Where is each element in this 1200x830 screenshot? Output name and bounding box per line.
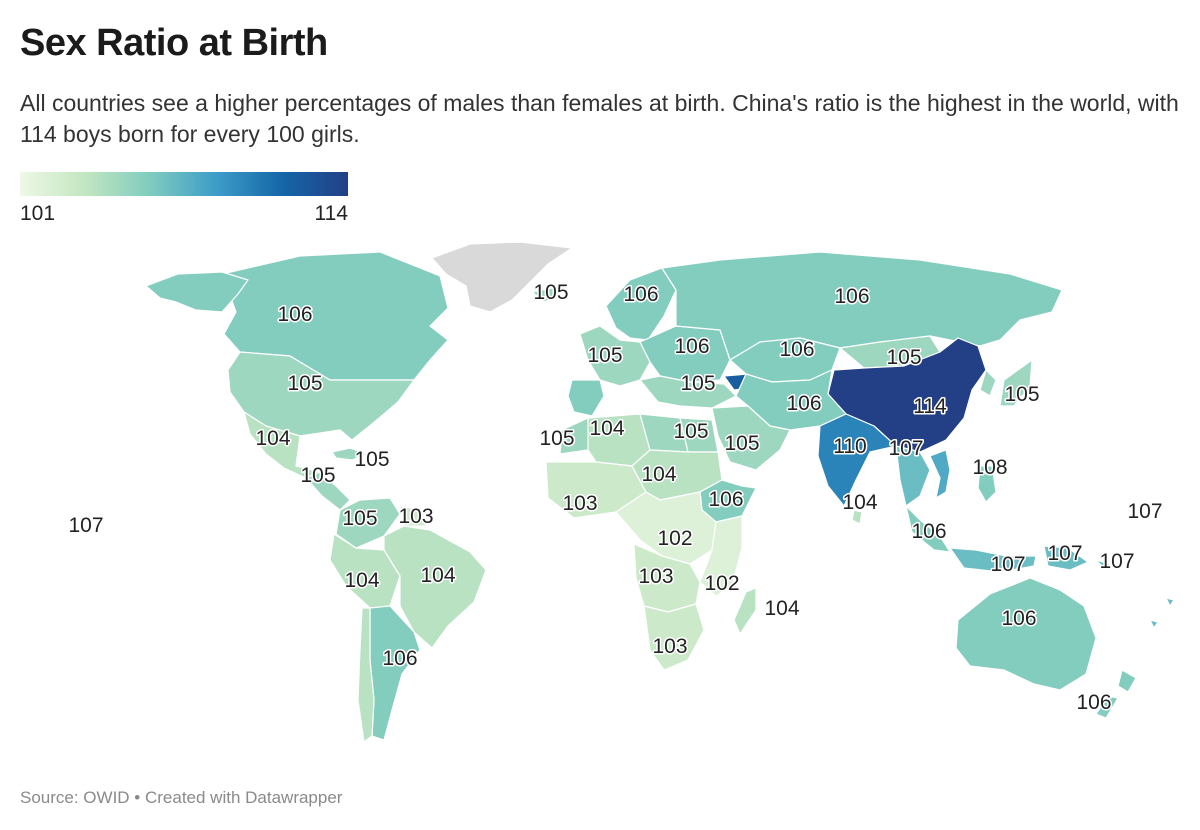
region-madagascar[interactable] xyxy=(733,587,757,635)
region-solomon-islands[interactable] xyxy=(1095,559,1111,571)
value-label-ethiopia: 106 xyxy=(708,488,743,511)
value-label-myanmar-thailand: 107 xyxy=(888,437,923,460)
region-korea-japan[interactable] xyxy=(979,359,1033,407)
value-label-indonesia: 107 xyxy=(990,553,1025,576)
region-brazil[interactable] xyxy=(383,525,487,649)
value-label-kazakhstan: 106 xyxy=(779,338,814,361)
value-label-guianas: 103 xyxy=(398,505,433,528)
value-label-pacific: 107 xyxy=(68,514,103,537)
legend-max-label: 114 xyxy=(314,202,348,225)
value-label-russia: 106 xyxy=(834,285,869,308)
value-label-china: 114 xyxy=(913,395,947,418)
world-map[interactable]: 106 105 104 105 105 105 103 104 104 106 105 106 105 1… xyxy=(0,230,1200,775)
region-central-america[interactable] xyxy=(305,471,351,511)
region-united-states[interactable] xyxy=(227,351,415,441)
value-label-libya: 105 xyxy=(673,420,708,443)
region-guianas[interactable] xyxy=(399,505,427,527)
region-india[interactable] xyxy=(817,413,897,507)
value-label-brazil: 104 xyxy=(420,564,455,587)
region-fiji[interactable] xyxy=(1165,597,1175,607)
value-label-fiji: 107 xyxy=(1127,500,1162,523)
value-label-korea-japan: 105 xyxy=(1004,383,1039,406)
value-label-algeria: 104 xyxy=(589,417,624,440)
value-label-india: 110 xyxy=(833,435,866,458)
value-label-madagascar: 104 xyxy=(764,597,799,620)
region-iberia[interactable] xyxy=(567,379,605,417)
value-label-central-america: 105 xyxy=(300,464,335,487)
region-east-africa[interactable] xyxy=(699,515,743,597)
region-sri-lanka[interactable] xyxy=(851,509,863,525)
value-label-vietnam: 108 xyxy=(972,456,1007,479)
region-malaysia-sumatra[interactable] xyxy=(905,505,951,553)
value-label-angola-zambia: 103 xyxy=(638,565,673,588)
value-label-australia: 106 xyxy=(1001,607,1036,630)
chart-subtitle: All countries see a higher percentages o… xyxy=(20,90,1179,147)
region-new-zealand[interactable] xyxy=(1095,669,1137,719)
value-label-central-asia-iran: 106 xyxy=(786,392,821,415)
region-southern-africa[interactable] xyxy=(643,603,705,671)
value-label-solomon-islands: 107 xyxy=(1099,550,1134,573)
region-iceland[interactable] xyxy=(531,287,561,303)
value-label-papua-new-guinea: 107 xyxy=(1047,542,1082,565)
value-label-central-africa: 102 xyxy=(657,527,692,550)
value-label-malaysia-sumatra: 106 xyxy=(911,520,946,543)
source-note: Source: OWID • Created with Datawrapper xyxy=(20,788,343,807)
value-label-arabia: 105 xyxy=(724,432,759,455)
value-label-east-africa: 102 xyxy=(704,572,739,595)
region-greenland[interactable] xyxy=(431,241,573,313)
value-label-peru-bolivia: 104 xyxy=(344,569,379,592)
value-label-balkans-turkey: 105 xyxy=(680,372,715,395)
region-caribbean[interactable] xyxy=(331,447,367,461)
value-label-southern-africa: 103 xyxy=(652,635,687,658)
region-arabia[interactable] xyxy=(711,405,791,471)
region-western-europe[interactable] xyxy=(579,325,651,387)
region-philippines[interactable] xyxy=(977,465,997,503)
region-chile[interactable] xyxy=(357,607,375,743)
region-pacific[interactable] xyxy=(1149,619,1159,629)
chart-title: Sex Ratio at Birth xyxy=(20,22,328,64)
region-vietnam[interactable] xyxy=(929,449,951,499)
value-label-eastern-europe: 106 xyxy=(674,335,709,358)
value-label-morocco: 105 xyxy=(539,427,574,450)
region-indonesia[interactable] xyxy=(949,547,1037,573)
value-label-colombia-venezuela: 105 xyxy=(342,507,377,530)
value-label-sri-lanka: 104 xyxy=(842,491,877,514)
region-myanmar-thailand[interactable] xyxy=(895,445,931,507)
region-canada[interactable] xyxy=(221,251,449,381)
value-label-mongolia: 105 xyxy=(886,346,921,369)
value-label-canada: 106 xyxy=(277,303,312,326)
value-label-mexico: 104 xyxy=(255,427,290,450)
value-label-western-europe: 105 xyxy=(587,344,622,367)
value-label-new-zealand: 106 xyxy=(1076,691,1111,714)
legend-gradient-bar xyxy=(20,172,348,196)
region-australia[interactable] xyxy=(955,577,1097,691)
value-label-west-africa: 103 xyxy=(562,492,597,515)
value-label-scandinavia: 106 xyxy=(623,283,658,306)
color-legend: 101 114 xyxy=(20,172,350,228)
value-label-sahel: 104 xyxy=(641,463,676,486)
value-label-argentina: 106 xyxy=(382,647,417,670)
region-alaska[interactable] xyxy=(145,271,249,313)
value-label-caribbean: 105 xyxy=(354,448,389,471)
region-papua-new-guinea[interactable] xyxy=(1043,545,1089,571)
region-scandinavia[interactable] xyxy=(605,267,677,341)
value-label-united-states: 105 xyxy=(287,372,322,395)
value-label-iceland: 105 xyxy=(533,281,568,304)
legend-min-label: 101 xyxy=(20,202,56,225)
